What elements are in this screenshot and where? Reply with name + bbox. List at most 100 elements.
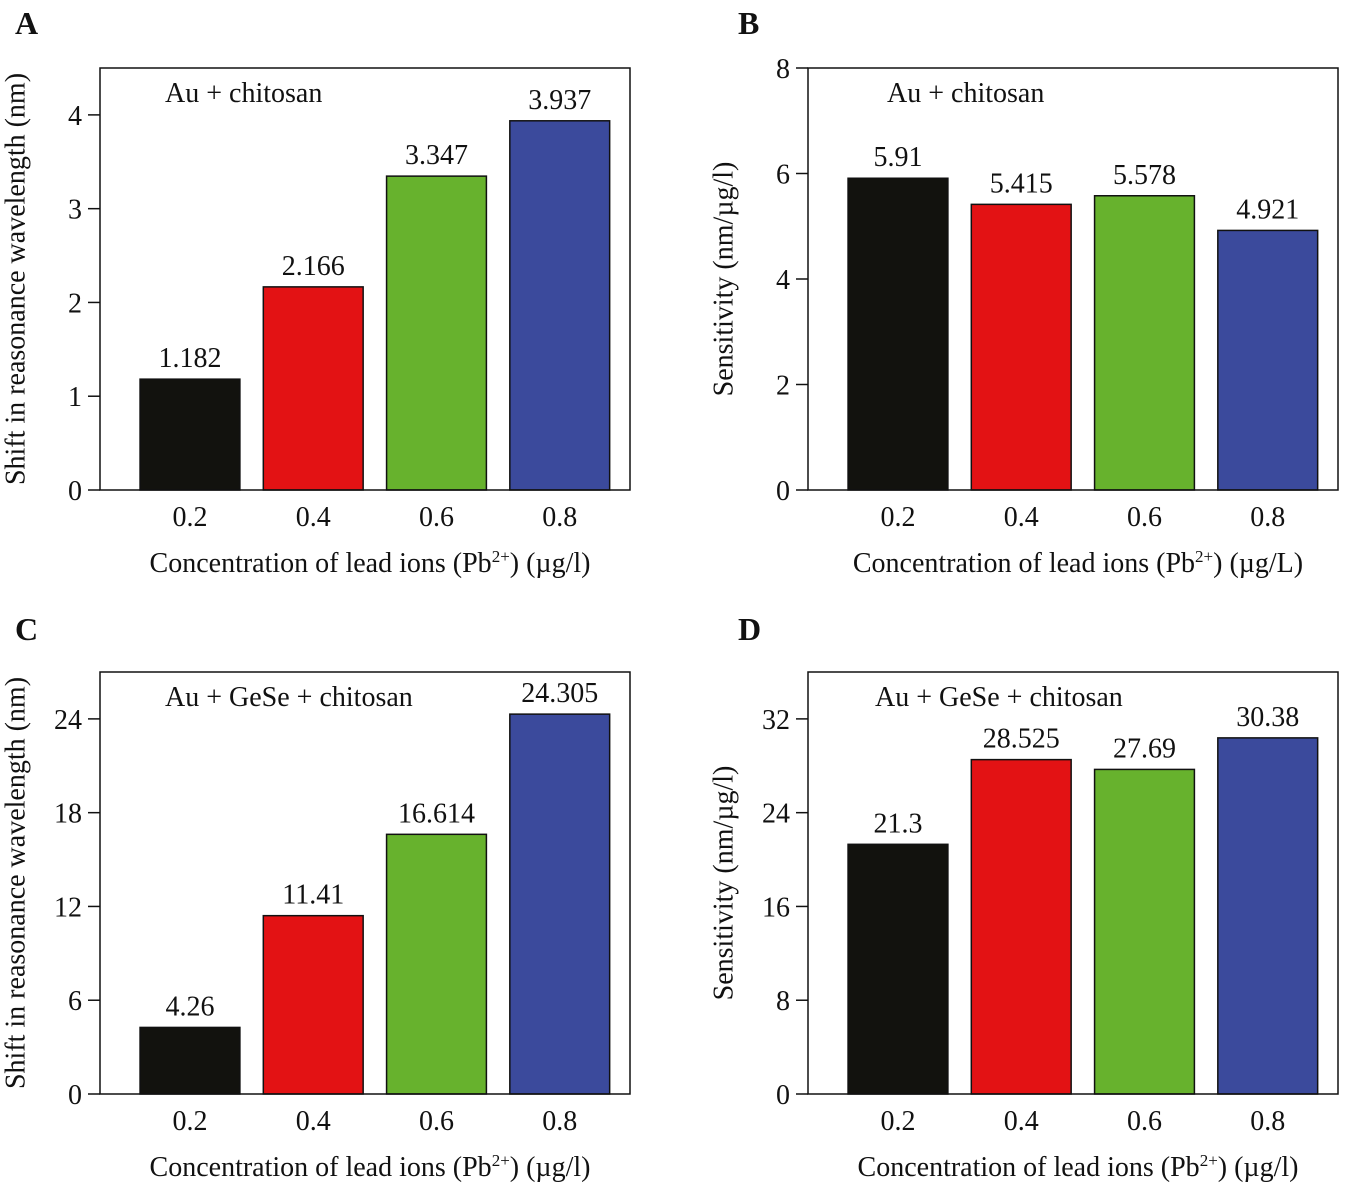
- x-axis-label-after: ) (µg/L): [1213, 548, 1303, 579]
- value-label: 5.578: [1113, 160, 1176, 191]
- x-axis-label: Concentration of lead ions (Pb2+) (µg/l): [150, 547, 591, 579]
- x-tick-label: 0.2: [172, 1106, 207, 1137]
- x-axis-label: Concentration of lead ions (Pb2+) (µg/L): [853, 547, 1303, 579]
- y-tick-label: 18: [54, 799, 82, 830]
- panel-label: C: [15, 611, 38, 647]
- y-tick-label: 6: [68, 986, 82, 1017]
- value-label: 30.38: [1236, 702, 1299, 733]
- bar: [262, 914, 364, 1095]
- x-tick-label: 0.2: [172, 502, 207, 533]
- x-tick-label: 0.8: [542, 1106, 577, 1137]
- y-tick-label: 12: [54, 892, 82, 923]
- bar: [139, 1026, 241, 1095]
- y-tick-label: 6: [776, 160, 790, 191]
- y-tick-label: 2: [776, 371, 790, 402]
- x-axis-label-text: Concentration of lead ions (Pb: [150, 548, 492, 579]
- panel-label: B: [738, 5, 759, 41]
- x-axis-label-superscript: 2+: [1195, 547, 1213, 566]
- x-axis-label-superscript: 2+: [492, 1151, 510, 1170]
- x-axis-label-superscript: 2+: [1200, 1151, 1218, 1170]
- x-axis-label-after: ) (µg/l): [1218, 1152, 1299, 1183]
- y-tick-label: 8: [776, 54, 790, 85]
- x-tick-label: 0.8: [1250, 502, 1285, 533]
- y-tick-label: 0: [68, 476, 82, 507]
- value-label: 3.937: [528, 85, 591, 116]
- x-tick-label: 0.6: [1127, 1106, 1162, 1137]
- value-label: 5.91: [873, 142, 922, 173]
- y-tick-label: 8: [776, 986, 790, 1017]
- y-axis-label: Shift in reasonance wavelength (nm): [0, 73, 31, 485]
- bar: [262, 286, 364, 491]
- value-label: 21.3: [873, 808, 922, 839]
- y-tick-label: 4: [776, 265, 790, 296]
- x-tick-label: 0.8: [1250, 1106, 1285, 1137]
- value-label: 1.182: [158, 343, 221, 374]
- value-label: 24.305: [521, 678, 598, 709]
- bar: [1217, 737, 1319, 1095]
- value-label: 11.41: [282, 880, 344, 911]
- annotation: Au + GeSe + chitosan: [875, 682, 1123, 713]
- y-tick-label: 1: [68, 382, 82, 413]
- y-tick-label: 4: [68, 101, 82, 132]
- bar: [847, 177, 949, 491]
- x-tick-label: 0.4: [1004, 1106, 1039, 1137]
- x-axis-label: Concentration of lead ions (Pb2+) (µg/l): [858, 1151, 1299, 1183]
- value-label: 4.921: [1236, 194, 1299, 225]
- x-tick-label: 0.4: [296, 502, 331, 533]
- y-axis-label: Sensitivity (nm/µg/l): [708, 162, 739, 397]
- panel-label: D: [738, 611, 761, 647]
- x-axis-label: Concentration of lead ions (Pb2+) (µg/l): [150, 1151, 591, 1183]
- x-tick-label: 0.6: [1127, 502, 1162, 533]
- value-label: 16.614: [398, 798, 475, 829]
- x-axis-label-text: Concentration of lead ions (Pb: [150, 1152, 492, 1183]
- bar: [1093, 195, 1196, 491]
- value-label: 2.166: [282, 251, 345, 282]
- y-tick-label: 2: [68, 288, 82, 319]
- x-axis-label-superscript: 2+: [492, 547, 510, 566]
- y-tick-label: 0: [776, 476, 790, 507]
- value-label: 3.347: [405, 140, 468, 171]
- value-label: 27.69: [1113, 733, 1176, 764]
- x-axis-label-after: ) (µg/l): [510, 548, 591, 579]
- y-tick-label: 32: [762, 705, 790, 736]
- annotation: Au + chitosan: [887, 78, 1044, 109]
- bar: [847, 843, 949, 1095]
- annotation: Au + GeSe + chitosan: [165, 682, 413, 713]
- bar: [509, 713, 611, 1095]
- y-tick-label: 0: [68, 1080, 82, 1111]
- x-tick-label: 0.4: [296, 1106, 331, 1137]
- value-label: 5.415: [990, 168, 1053, 199]
- x-tick-label: 0.8: [542, 502, 577, 533]
- y-axis-label: Shift in reasonance wavelength (nm): [0, 677, 31, 1089]
- bar: [509, 120, 611, 491]
- y-tick-label: 3: [68, 195, 82, 226]
- y-tick-label: 0: [776, 1080, 790, 1111]
- x-tick-label: 0.6: [419, 502, 454, 533]
- panel-label: A: [15, 5, 38, 41]
- bar: [385, 175, 488, 491]
- value-label: 28.525: [983, 724, 1060, 755]
- x-tick-label: 0.2: [880, 502, 915, 533]
- x-axis-label-after: ) (µg/l): [510, 1152, 591, 1183]
- bar: [139, 378, 241, 491]
- annotation: Au + chitosan: [165, 78, 322, 109]
- plot-frame: [99, 67, 631, 491]
- bar: [1217, 229, 1319, 491]
- x-tick-label: 0.4: [1004, 502, 1039, 533]
- y-tick-label: 24: [762, 799, 790, 830]
- bar: [970, 758, 1072, 1095]
- x-axis-label-text: Concentration of lead ions (Pb: [853, 548, 1195, 579]
- value-label: 4.26: [165, 991, 214, 1022]
- plot-frame: [807, 671, 1339, 1095]
- y-tick-label: 16: [762, 892, 790, 923]
- bar: [970, 203, 1072, 491]
- y-tick-label: 24: [54, 705, 82, 736]
- x-tick-label: 0.6: [419, 1106, 454, 1137]
- y-axis-label: Sensitivity (nm/µg/l): [708, 766, 739, 1001]
- plot-frame: [99, 671, 631, 1095]
- bar: [1093, 768, 1196, 1095]
- plot-frame: [807, 67, 1339, 491]
- x-axis-label-text: Concentration of lead ions (Pb: [858, 1152, 1200, 1183]
- x-tick-label: 0.2: [880, 1106, 915, 1137]
